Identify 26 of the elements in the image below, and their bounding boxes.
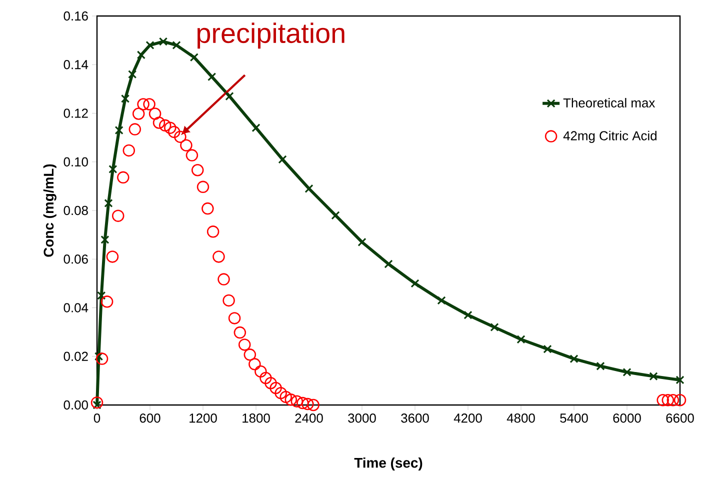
- x-tick-label: 1200: [190, 414, 217, 423]
- y-tick-label: 0.02: [64, 352, 88, 361]
- y-axis-title: Conc (mg/mL): [43, 164, 56, 257]
- x-tick-label: 6000: [613, 414, 641, 423]
- x-tick-label: 1800: [242, 414, 270, 423]
- x-axis-title: Time (sec): [354, 458, 422, 471]
- y-tick-label: 0.12: [64, 108, 88, 118]
- y-tick-label: 0.16: [64, 11, 88, 21]
- y-tick-label: 0.00: [64, 400, 88, 410]
- legend-label: 42mg Citric Acid: [563, 130, 656, 143]
- legend-label: Theoretical max: [563, 98, 656, 108]
- x-tick-label: 6600: [666, 414, 694, 423]
- x-tick-label: 5400: [560, 414, 588, 423]
- annotation: precipitation: [198, 22, 344, 49]
- y-tick-label: 0.10: [64, 157, 88, 166]
- x-tick-label: 0: [94, 414, 100, 423]
- x-tick-label: 3000: [348, 414, 376, 423]
- x-tick-label: 2400: [295, 414, 323, 423]
- y-tick-label: 0.04: [64, 303, 88, 312]
- x-tick-label: 4200: [454, 414, 482, 423]
- x-tick-label: 4800: [506, 414, 535, 423]
- x-tick-label: 3600: [401, 414, 429, 423]
- y-tick-label: 0.08: [64, 206, 88, 216]
- x-tick-label: 600: [140, 414, 160, 423]
- y-tick-label: 0.14: [64, 60, 88, 70]
- y-tick-label: 0.06: [64, 254, 88, 264]
